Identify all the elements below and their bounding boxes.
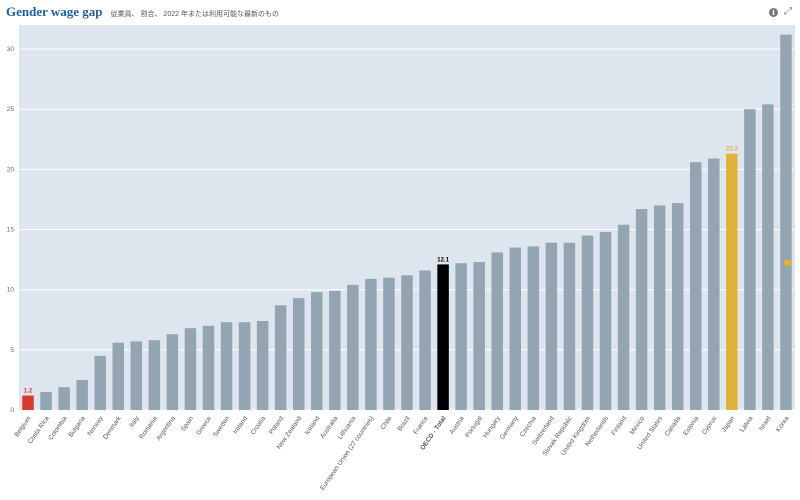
x-tick-label: Italy [128,415,141,429]
bar-korea[interactable] [780,34,792,410]
x-tick-label: France [412,415,430,436]
bar-colombia[interactable] [58,387,70,410]
bar-lithuania[interactable] [347,284,359,410]
data-label: 21.3 [726,147,738,153]
edge-marker-icon[interactable] [784,260,791,266]
x-tick-label: Denmark [102,415,123,441]
bar-japan[interactable] [726,153,738,410]
bar-norway[interactable] [94,355,106,410]
bar-estonia[interactable] [689,162,702,410]
x-tick-label: Cyprus [701,415,719,436]
bar-romania[interactable] [148,340,161,410]
y-tick-label: 30 [7,46,15,53]
bar-oecd-total[interactable] [437,264,449,410]
info-icon[interactable]: i [769,7,778,17]
bar-denmark[interactable] [112,342,125,410]
chart-subtitle: 従業員、 割合、 2022 年または利用可能な最新のもの [110,11,279,18]
bar-united-states[interactable] [653,205,666,410]
x-tick-label: Bulgaria [67,415,87,439]
bar-european-union-27-countries-[interactable] [365,278,377,410]
bar-israel[interactable] [762,104,774,410]
x-tick-label: Austria [448,415,466,436]
bar-mexico[interactable] [635,209,648,410]
chart-title: Gender wage gap [6,4,103,19]
bar-austria[interactable] [455,263,467,410]
x-tick-label: Belgium [13,415,32,438]
header-actions: i ⤢ [769,7,792,17]
x-tick-label: Latvia [739,415,755,434]
x-tick-label: Israel [758,415,773,432]
x-tick-label: Canada [664,415,683,438]
bar-switzerland[interactable] [545,242,558,410]
bar-poland[interactable] [274,305,287,410]
bar-spain[interactable] [184,328,197,410]
bar-finland[interactable] [617,224,630,410]
bar-germany[interactable] [509,247,522,410]
bar-france[interactable] [419,270,431,410]
bar-new-zealand[interactable] [292,298,305,410]
y-tick-label: 25 [7,106,15,113]
bar-croatia[interactable] [256,320,269,410]
bar-cyprus[interactable] [708,158,720,410]
x-tick-label: Norway [86,415,105,438]
bar-australia[interactable] [329,290,341,410]
x-tick-label: Mexico [629,415,647,436]
y-tick-label: 15 [7,227,15,234]
y-tick-label: 0 [10,407,14,414]
x-tick-label: Brazil [397,415,412,433]
bar-belgium[interactable] [22,395,34,410]
bar-greece[interactable] [202,325,215,410]
bar-portugal[interactable] [473,262,485,410]
x-tick-label: Korea [775,415,791,434]
bar-sweden[interactable] [220,322,233,410]
x-tick-label: Greece [195,415,213,437]
bar-chile[interactable] [383,277,395,410]
x-tick-label: Finland [610,415,628,437]
bar-latvia[interactable] [744,109,756,410]
bar-argentina[interactable] [166,334,179,410]
bar-ireland[interactable] [238,322,251,410]
x-tick-label: Spain [180,415,195,433]
bar-hungary[interactable] [491,252,503,410]
x-tick-label: Chile [379,415,393,431]
bar-czechia[interactable] [527,246,540,410]
x-tick-label: Ireland [232,415,249,436]
bar-costa-rica[interactable] [40,391,52,410]
x-tick-label: Sweden [212,415,231,439]
x-tick-label: Colombia [47,415,69,442]
data-label: 1.2 [24,389,33,395]
chart-header: Gender wage gap 従業員、 割合、 2022 年または利用可能な最… [6,4,279,22]
x-tick-label: Japan [721,415,737,434]
y-tick-label: 5 [10,347,14,354]
x-tick-label: Iceland [304,415,322,436]
bar-slovak-republic[interactable] [563,242,576,410]
bar-canada[interactable] [671,203,684,410]
data-label: 12.1 [437,257,449,263]
y-tick-label: 10 [7,287,15,294]
bar-united-kingdom[interactable] [581,235,594,410]
bar-iceland[interactable] [311,292,323,410]
y-tick-label: 20 [7,166,15,173]
x-tick-label: Estonia [682,415,700,437]
bar-italy[interactable] [130,341,143,410]
x-tick-label: Croatia [250,415,268,436]
x-tick-label: Germany [499,415,520,442]
bar-brazil[interactable] [401,275,413,410]
expand-icon[interactable]: ⤢ [784,6,792,17]
x-tick-label: Poland [268,415,286,436]
bar-bulgaria[interactable] [76,379,88,410]
bar-netherlands[interactable] [599,231,612,410]
